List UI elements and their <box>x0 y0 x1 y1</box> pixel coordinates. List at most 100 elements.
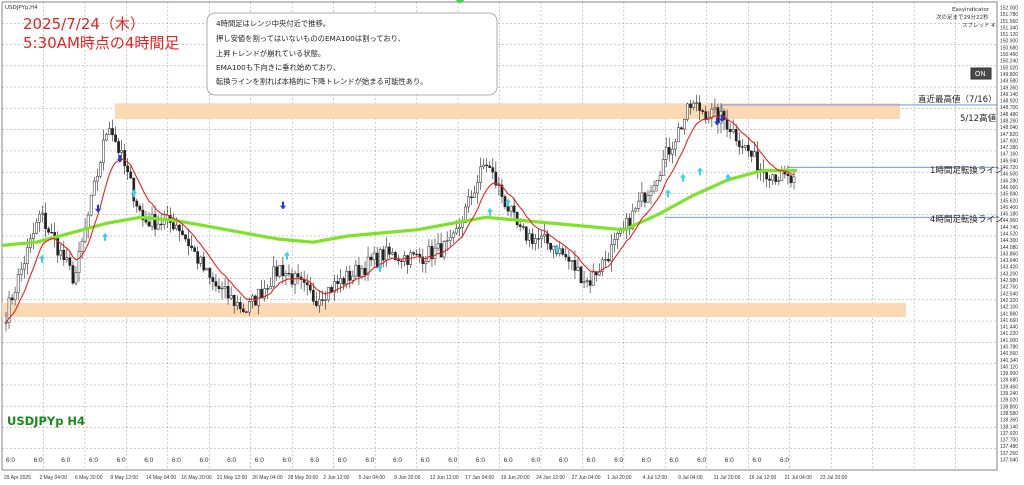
y-tick-label: 142.100 <box>1000 305 1018 311</box>
buy-arrow <box>554 245 560 254</box>
candle-body <box>448 237 452 241</box>
level-lines <box>665 104 997 218</box>
candle-body <box>430 246 434 260</box>
candle-body <box>670 148 674 155</box>
candle-body <box>363 267 367 275</box>
time-marker-label: 6:0 <box>476 457 485 464</box>
candle-body <box>388 246 391 255</box>
candle-body <box>530 233 534 244</box>
candle-body <box>756 151 759 172</box>
y-tick-label: 137.700 <box>1000 438 1018 444</box>
candle-body <box>226 286 230 299</box>
x-tick-label: 26 May 04:00 <box>252 475 283 481</box>
top-right-spread: スプレッド 4 <box>962 22 995 29</box>
candle-body <box>369 256 373 261</box>
candle-body <box>32 233 35 239</box>
candle-body <box>479 166 482 183</box>
candle-body <box>689 103 692 108</box>
candle-body <box>588 280 592 286</box>
candle-body <box>540 235 543 239</box>
y-tick-label: 138.360 <box>1000 418 1018 424</box>
candle-body <box>22 263 26 270</box>
candle-body <box>311 289 315 302</box>
y-tick-label: 149.360 <box>1000 85 1018 91</box>
y-tick-label: 137.040 <box>1000 458 1018 464</box>
time-marker-label: 6:0 <box>393 457 402 464</box>
y-tick-label: 139.460 <box>1000 384 1018 390</box>
candle-body <box>415 253 419 256</box>
x-axis: 29 Apr 2025 2 May 04:00 6 May 20:00 9 May 1… <box>4 457 847 481</box>
y-tick-label: 150.680 <box>1000 45 1018 51</box>
title-date: 2025/7/24（木） <box>23 15 145 33</box>
candle-body <box>196 251 200 264</box>
zones <box>2 103 906 318</box>
y-tick-label: 137.480 <box>1000 444 1018 450</box>
time-marker-label: 6:0 <box>725 457 734 464</box>
time-marker-label: 6:0 <box>642 457 651 464</box>
candle-body <box>573 260 577 271</box>
candle-body <box>147 221 151 227</box>
y-tick-label: 146.720 <box>1000 165 1018 171</box>
candle-body <box>77 251 81 273</box>
time-marker-label: 6:0 <box>697 457 706 464</box>
candle-body <box>348 270 352 281</box>
buy-arrow <box>284 251 290 260</box>
note-line-5: 転換ラインを割れば本格的に下降トレンドが始まる可能性あり。 <box>216 77 427 86</box>
x-tick-label: 16 May 20:00 <box>181 475 212 481</box>
time-marker-label: 6:0 <box>310 457 319 464</box>
candle-body <box>731 129 735 133</box>
candle-body <box>193 247 196 252</box>
candle-body <box>546 233 549 244</box>
candle-body <box>564 254 568 258</box>
x-tick-label: 23 Jul 20:00 <box>820 475 847 481</box>
x-tick-label: 21 Jul 04:00 <box>785 475 812 481</box>
candle-body <box>50 232 53 234</box>
candle-body <box>518 224 522 227</box>
candle-body <box>245 311 248 313</box>
on-button[interactable] <box>970 67 992 80</box>
y-tick-label: 139.020 <box>1000 398 1018 404</box>
candle-body <box>144 219 148 223</box>
candle-body <box>108 128 111 135</box>
candle-body <box>631 210 635 230</box>
candle-body <box>750 150 753 157</box>
buy-arrow <box>131 189 137 198</box>
zone-band <box>2 303 906 318</box>
y-tick-label: 144.740 <box>1000 225 1018 231</box>
y-tick-label: 138.800 <box>1000 404 1018 410</box>
buy-arrow <box>680 173 686 182</box>
y-tick-label: 141.220 <box>1000 331 1018 337</box>
candle-body <box>345 270 349 285</box>
candle-body <box>19 268 23 275</box>
y-tick-label: 144.960 <box>1000 218 1018 224</box>
candle-body <box>424 261 428 265</box>
y-tick-label: 146.060 <box>1000 185 1018 191</box>
candle-body <box>111 128 114 136</box>
time-marker-label: 6:0 <box>448 457 457 464</box>
y-tick-label: 144.300 <box>1000 238 1018 244</box>
buy-arrow <box>697 167 703 176</box>
candle-body <box>7 297 11 323</box>
y-tick-label: 146.940 <box>1000 158 1018 164</box>
candle-body <box>275 266 279 277</box>
candle-body <box>305 282 309 286</box>
y-tick-label: 139.680 <box>1000 378 1018 384</box>
candle-body <box>190 245 193 248</box>
buy-arrow <box>39 254 45 263</box>
candle-body <box>214 281 218 287</box>
candle-body <box>260 288 263 299</box>
candle-body <box>92 180 96 196</box>
candle-body <box>318 299 321 306</box>
candle-body <box>129 171 133 179</box>
x-tick-label: 24 Jun 12:00 <box>536 475 565 481</box>
signal-arrows <box>39 114 731 273</box>
y-tick-label: 141.440 <box>1000 325 1018 331</box>
x-tick-label: 2 May 04:00 <box>39 475 67 481</box>
y-tick-label: 138.580 <box>1000 411 1018 417</box>
candle-body <box>445 240 449 242</box>
candle-body <box>272 266 276 287</box>
candle-body <box>753 151 756 157</box>
candle-body <box>105 134 108 141</box>
candle-body <box>734 129 738 142</box>
candle-body <box>476 182 479 194</box>
